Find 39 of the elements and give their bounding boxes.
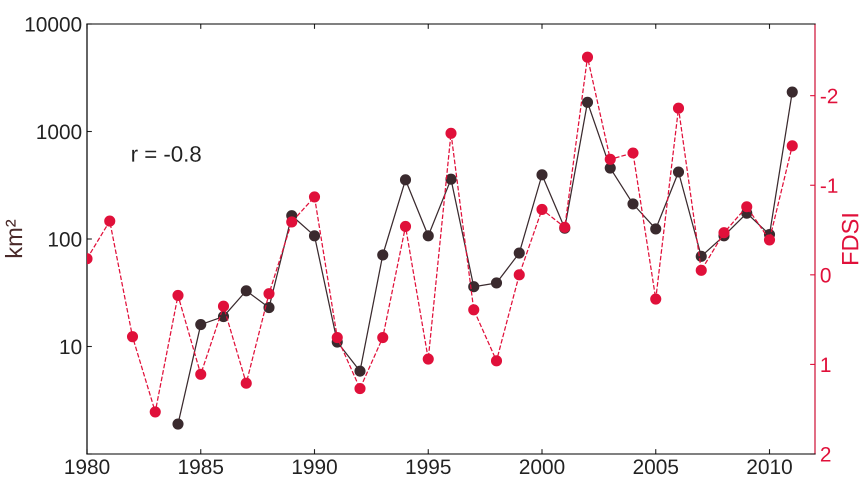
point xyxy=(377,249,388,261)
x-tick-label: 1980 xyxy=(65,459,110,474)
point xyxy=(672,166,684,178)
point xyxy=(627,198,639,210)
y2-tick-label: -1 xyxy=(820,178,838,193)
x-tick-label: 1995 xyxy=(406,459,451,474)
point xyxy=(786,86,798,98)
y2-axis-title: FDSI xyxy=(842,214,859,264)
point xyxy=(354,366,366,377)
y-axis-title: km² xyxy=(4,220,22,258)
x-tick-label: 1990 xyxy=(292,459,337,474)
x-tick-label: 2005 xyxy=(634,459,678,474)
annotation: r = -0.8 xyxy=(132,146,201,162)
point xyxy=(536,169,548,180)
point xyxy=(308,230,320,242)
point xyxy=(582,96,594,108)
x-tick-label: 1985 xyxy=(179,459,224,474)
point xyxy=(422,230,434,242)
y2-tick-label: -2 xyxy=(820,88,838,104)
point xyxy=(400,174,412,186)
x-tick-label: 2000 xyxy=(520,459,564,474)
point xyxy=(195,319,206,330)
y-tick-label: 1000 xyxy=(37,124,82,140)
x-tick-label: 2010 xyxy=(747,459,792,474)
point xyxy=(240,285,252,296)
y2-tick-label: 0 xyxy=(820,268,831,283)
point xyxy=(468,281,480,292)
y2-tick-label: 1 xyxy=(821,358,830,372)
y-tick-label: 100 xyxy=(48,232,82,247)
y-tick-label: 10000 xyxy=(26,17,82,32)
y2-tick-label: 2 xyxy=(820,447,830,462)
point xyxy=(263,302,275,314)
point xyxy=(490,277,502,289)
point xyxy=(445,174,457,185)
point xyxy=(172,418,184,430)
point xyxy=(650,223,662,235)
y-tick-label: 10 xyxy=(60,340,82,354)
point xyxy=(604,162,616,174)
point xyxy=(514,248,525,259)
